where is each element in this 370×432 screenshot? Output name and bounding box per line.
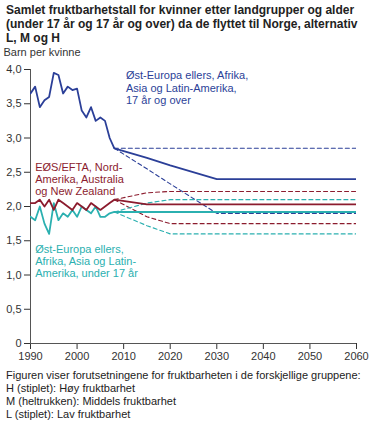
html-text:M (heltrukken): Middels fruktb: M (heltrukken): Middels fruktbarhet	[6, 395, 176, 407]
html-text:Figuren viser forutsetningene: Figuren viser forutsetningene for fruktb…	[6, 369, 361, 381]
svg-text:1,5: 1,5	[6, 234, 21, 246]
svg-text:2030: 2030	[205, 350, 229, 362]
svg-text:2010: 2010	[111, 350, 135, 362]
svg-text:EØS/EFTA, Nord-Amerika, Austra: EØS/EFTA, Nord-Amerika, Australiaog New …	[35, 161, 125, 197]
svg-text:2,0: 2,0	[6, 200, 21, 212]
svg-text:2040: 2040	[251, 350, 275, 362]
svg-text:1,0: 1,0	[6, 269, 21, 281]
svg-text:1990: 1990	[18, 350, 42, 362]
svg-text:Øst-Europa ellers,Afrika, Asia: Øst-Europa ellers,Afrika, Asia og Latin-…	[35, 243, 138, 279]
svg-text:2060: 2060	[344, 350, 368, 362]
svg-text:Øst-Europa ellers, Afrika,Asia: Øst-Europa ellers, Afrika,Asia og Latin-…	[126, 69, 248, 105]
svg-text:2,5: 2,5	[6, 166, 21, 178]
svg-text:0,5: 0,5	[6, 303, 21, 315]
svg-text:Barn per kvinne: Barn per kvinne	[4, 46, 81, 58]
svg-text:4,0: 4,0	[6, 63, 21, 75]
html-text:L (stiplet): Lav fruktbarhet: L (stiplet): Lav fruktbarhet	[6, 408, 131, 420]
html-text:H (stiplet): Høy fruktbarhet: H (stiplet): Høy fruktbarhet	[6, 382, 135, 394]
svg-text:2000: 2000	[65, 350, 89, 362]
svg-text:3,0: 3,0	[6, 132, 21, 144]
svg-text:2020: 2020	[158, 350, 182, 362]
svg-text:2050: 2050	[298, 350, 322, 362]
svg-text:3,5: 3,5	[6, 97, 21, 109]
svg-text:0: 0	[15, 337, 21, 349]
html-text:Samlet fruktbarhetstall for kv: Samlet fruktbarhetstall for kvinner ette…	[6, 3, 358, 45]
